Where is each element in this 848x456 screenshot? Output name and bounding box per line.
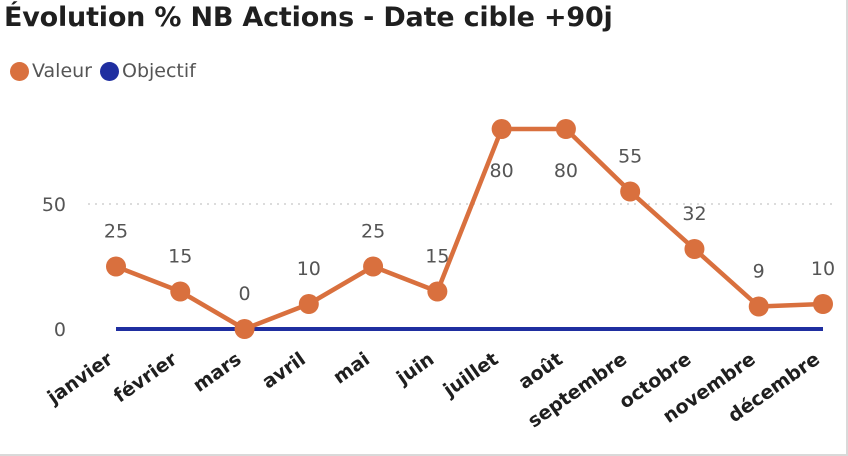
data-label-mai: 25	[361, 221, 385, 243]
x-tick-label-mars: mars	[189, 348, 245, 397]
x-tick-label-février: février	[110, 348, 182, 407]
point-valeur-décembre	[813, 294, 833, 314]
y-tick-label-0: 0	[54, 319, 66, 341]
data-label-avril: 10	[297, 258, 321, 280]
point-valeur-janvier	[106, 256, 126, 277]
legend-marker-valeur	[10, 61, 29, 81]
legend-item-objectif[interactable]: Objectif	[100, 60, 196, 82]
point-valeur-mai	[363, 256, 384, 277]
legend-label-objectif: Objectif	[122, 60, 196, 82]
x-tick-label-août: août	[514, 348, 566, 394]
legend-item-valeur[interactable]: Valeur	[10, 60, 92, 82]
data-label-juin: 15	[425, 246, 449, 268]
point-valeur-août	[555, 119, 576, 139]
x-tick-label-mai: mai	[329, 348, 374, 388]
point-valeur-février	[170, 281, 191, 302]
legend: Valeur Objectif	[10, 60, 204, 82]
x-tick-label-juillet: juillet	[439, 348, 503, 402]
data-label-juillet: 80	[490, 160, 514, 182]
y-tick-label-50: 50	[42, 194, 66, 216]
data-label-février: 15	[168, 246, 192, 268]
x-tick-label-janvier: janvier	[43, 348, 118, 409]
point-valeur-octobre	[684, 239, 705, 259]
x-tick-label-juin: juin	[392, 348, 438, 390]
data-label-mars: 0	[238, 283, 250, 305]
point-valeur-avril	[298, 294, 319, 314]
x-tick-label-avril: avril	[258, 348, 310, 393]
data-label-décembre: 10	[811, 258, 835, 280]
data-label-août: 80	[554, 160, 578, 182]
data-label-novembre: 9	[753, 261, 765, 283]
legend-marker-objectif	[100, 61, 119, 81]
point-valeur-septembre	[620, 181, 641, 202]
point-valeur-novembre	[748, 296, 769, 317]
data-label-octobre: 32	[682, 203, 706, 225]
data-label-septembre: 55	[618, 146, 642, 168]
data-label-janvier: 25	[104, 221, 128, 243]
point-valeur-juin	[427, 281, 448, 302]
chart-title: Évolution % NB Actions - Date cible +90j	[4, 2, 613, 33]
point-valeur-juillet	[491, 119, 512, 139]
legend-label-valeur: Valeur	[32, 60, 92, 82]
point-valeur-mars	[234, 319, 255, 339]
series-line-valeur	[115, 126, 824, 332]
